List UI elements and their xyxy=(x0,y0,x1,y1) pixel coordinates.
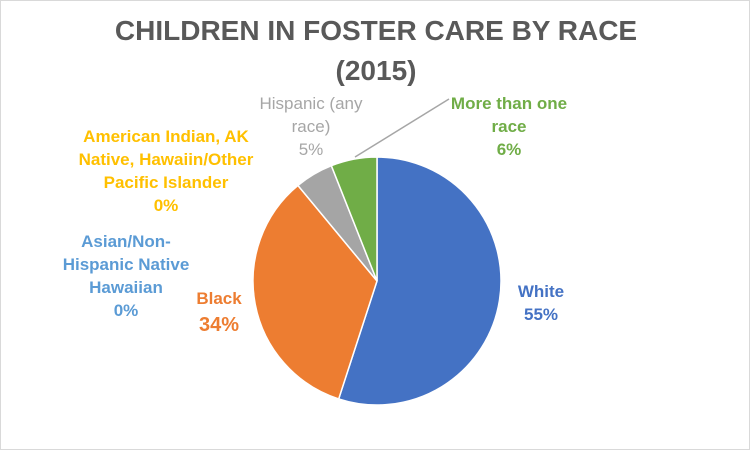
chart-title-line-2: (2015) xyxy=(335,55,417,86)
slice-label-black-value: 34% xyxy=(198,314,240,336)
slice-label-multiracial: More than one race 6% xyxy=(434,92,584,161)
slice-label-hispanic: Hispanic (any race) 5% xyxy=(241,92,381,161)
slice-label-american-indian-name-3: Pacific Islander xyxy=(103,173,229,192)
slice-label-asian-name-1: Asian/Non- xyxy=(81,232,171,251)
slice-label-asian: Asian/Non- Hispanic Native Hawaiian 0% xyxy=(41,230,211,322)
slice-label-asian-value: 0% xyxy=(113,301,139,320)
slice-label-multiracial-name-1: More than one xyxy=(450,94,568,113)
slice-label-hispanic-name-1: Hispanic (any xyxy=(259,94,363,113)
slice-label-american-indian-name-2: Native, Hawaiin/Other xyxy=(78,150,254,169)
slice-label-asian-name-2: Hispanic Native xyxy=(62,255,190,274)
slice-label-black-name: Black xyxy=(196,289,242,308)
slice-label-multiracial-name-2: race xyxy=(491,117,527,136)
chart-title: CHILDREN IN FOSTER CARE BY RACE (2015) xyxy=(1,11,751,91)
pie-slice-black xyxy=(252,184,378,400)
slice-label-black: Black 34% xyxy=(184,287,254,340)
slice-label-hispanic-name-2: race) xyxy=(291,117,331,136)
slice-label-white-value: 55% xyxy=(523,305,559,324)
slice-label-hispanic-value: 5% xyxy=(298,140,324,159)
slice-label-american-indian-name-1: American Indian, AK xyxy=(83,127,249,146)
slice-label-asian-name-3: Hawaiian xyxy=(89,278,163,297)
pie-slice-more-than-one xyxy=(330,156,378,282)
slice-label-white-name: White xyxy=(517,282,565,301)
slice-label-american-indian: American Indian, AK Native, Hawaiin/Othe… xyxy=(66,125,266,217)
slice-label-white: White 55% xyxy=(496,280,586,326)
chart-title-line-1: CHILDREN IN FOSTER CARE BY RACE xyxy=(114,15,638,46)
slice-label-american-indian-value: 0% xyxy=(153,196,179,215)
leader-line-hispanic xyxy=(354,98,450,158)
pie-slice-white xyxy=(337,156,502,406)
slice-label-multiracial-value: 6% xyxy=(496,140,522,159)
